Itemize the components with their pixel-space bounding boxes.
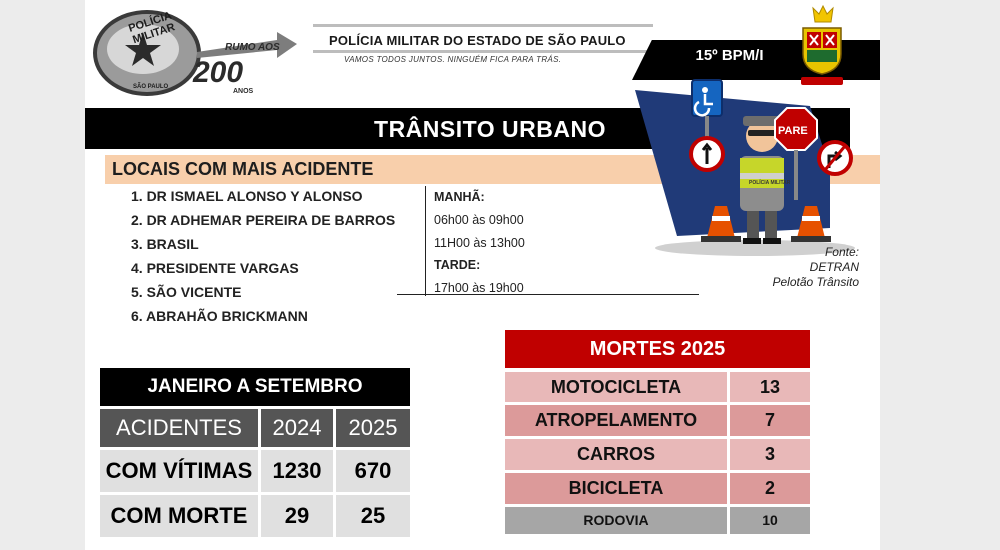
table-cell: CARROS (505, 439, 727, 470)
arrow-icon (197, 32, 297, 58)
times-divider-vertical (425, 186, 426, 296)
wheelchair-icon (702, 87, 708, 93)
tarde-time-1: 17h00 às 19h00 (434, 281, 524, 296)
table-cell: 10 (730, 507, 810, 534)
page-title: TRÂNSITO URBANO (374, 116, 606, 142)
traffic-officer-illustration: POLÍCIA MILITAR PARE (635, 78, 875, 258)
battalion-crest-logo (797, 4, 847, 86)
table-cell: 25 (336, 495, 410, 537)
table-cell: 670 (336, 450, 410, 492)
table-cell: RODOVIA (505, 507, 727, 534)
acidentes-table-title: JANEIRO A SETEMBRO (100, 368, 410, 406)
anniversary-bottom-text: ANOS (233, 88, 254, 95)
list-item: 6. ABRAHÃO BRICKMANN (131, 308, 308, 324)
header-slogan: VAMOS TODOS JUNTOS. NINGUÉM FICA PARA TR… (344, 55, 562, 64)
emblem-star-field (107, 24, 179, 74)
list-item: 5. SÃO VICENTE (131, 284, 242, 300)
pm-emblem-logo: POLÍCIA MILITAR SÃO PAULO RUMO AOS 200 A… (93, 8, 297, 98)
source-label: Fonte: (824, 245, 859, 259)
table-cell: MOTOCICLETA (505, 372, 727, 402)
unit-label: 15º BPM/I (695, 47, 764, 64)
table-cell: BICICLETA (505, 473, 727, 504)
mortes-table-title: MORTES 2025 (505, 330, 810, 368)
table-cell: 2 (730, 473, 810, 504)
emblem-text-bottom: SÃO PAULO (133, 84, 169, 90)
header-rule-top (313, 24, 653, 27)
time-schedule: MANHÃ: 06h00 às 09h00 11H00 às 13h00 TAR… (434, 188, 525, 302)
source-name: DETRAN (809, 260, 859, 274)
locais-heading: LOCAIS COM MAIS ACIDENTE (112, 159, 374, 179)
table-cell: 3 (730, 439, 810, 470)
slide: POLÍCIA MILITAR SÃO PAULO RUMO AOS 200 A… (85, 0, 880, 550)
list-item: 1. DR ISMAEL ALONSO Y ALONSO (131, 188, 363, 204)
table-cell: COM VÍTIMAS (100, 450, 258, 492)
header-title: POLÍCIA MILITAR DO ESTADO DE SÃO PAULO (329, 33, 626, 48)
table-header-cell: 2024 (261, 409, 333, 447)
times-divider-horizontal (397, 294, 699, 295)
list-item: 3. BRASIL (131, 236, 199, 252)
anniversary-top-text: RUMO AOS (225, 42, 280, 53)
locais-list: 1. DR ISMAEL ALONSO Y ALONSO 2. DR ADHEM… (131, 186, 395, 330)
table-cell: COM MORTE (100, 495, 258, 537)
crest-shield-icon (801, 4, 843, 85)
source-detail: Pelotão Trânsito (772, 275, 860, 289)
header-rule-bottom (313, 50, 653, 53)
table-header-cell: ACIDENTES (100, 409, 258, 447)
manha-time-2: 11H00 às 13h00 (434, 235, 525, 250)
manha-time-1: 06h00 às 09h00 (434, 212, 524, 227)
list-item: 4. PRESIDENTE VARGAS (131, 260, 299, 276)
table-cell: 1230 (261, 450, 333, 492)
traffic-officer-icon: POLÍCIA MILITAR PARE (635, 79, 855, 256)
table-cell: 7 (730, 405, 810, 436)
list-item: 2. DR ADHEMAR PEREIRA DE BARROS (131, 212, 396, 228)
table-header-cell: 2025 (336, 409, 410, 447)
vest-text: POLÍCIA MILITAR (749, 178, 791, 186)
table-cell: 29 (261, 495, 333, 537)
star-icon (125, 32, 161, 66)
table-cell: ATROPELAMENTO (505, 405, 727, 436)
pare-sign-text: PARE (778, 125, 808, 137)
manha-label: MANHÃ: (434, 190, 485, 204)
tarde-label: TARDE: (434, 258, 481, 273)
anniversary-number: 200 (193, 56, 244, 89)
source-note: Fonte: DETRAN Pelotão Trânsito (757, 245, 860, 290)
table-cell: 13 (730, 372, 810, 402)
